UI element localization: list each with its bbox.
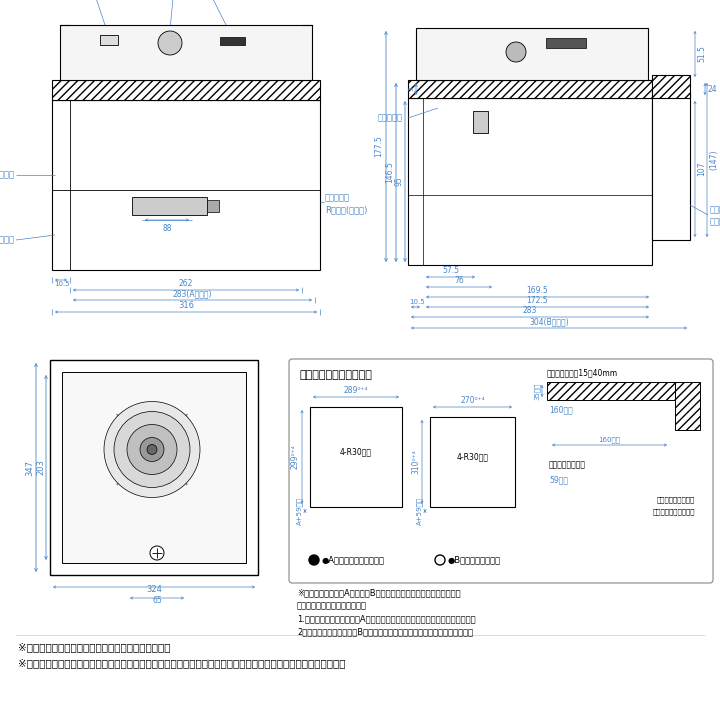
Text: 262: 262: [179, 279, 193, 288]
Text: 本体取付: 本体取付: [710, 205, 720, 215]
Bar: [430, 417, 515, 507]
Bar: [132, 197, 207, 215]
Circle shape: [114, 412, 190, 487]
Circle shape: [147, 444, 157, 454]
Text: 203: 203: [36, 459, 45, 475]
Text: アングル: アングル: [710, 217, 720, 227]
Text: 146.5: 146.5: [385, 161, 394, 184]
Text: R１／２(オネジ): R１／２(オネジ): [325, 205, 367, 215]
Text: 316: 316: [178, 301, 194, 310]
Text: A+59以上: A+59以上: [297, 497, 303, 525]
Text: ※取手にあたって、Aタイプ・Bタイプのどちらでも設置が可能です。: ※取手にあたって、Aタイプ・Bタイプのどちらでも設置が可能です。: [297, 588, 461, 597]
Text: (147): (147): [709, 150, 718, 170]
Text: 172.5: 172.5: [527, 296, 549, 305]
Text: 1.ワークトップ穴開け寸法Aタイプ　・・・・・・左右各１ケ使用（計２ケ）: 1.ワークトップ穴開け寸法Aタイプ ・・・・・・左右各１ケ使用（計２ケ）: [297, 614, 476, 623]
Text: 299⁰⁺⁴: 299⁰⁺⁴: [291, 445, 300, 469]
Text: 本体案内板: 本体案内板: [0, 171, 15, 179]
Bar: [50, 360, 258, 575]
Text: 160以上: 160以上: [598, 436, 621, 443]
Circle shape: [158, 31, 182, 55]
Bar: [207, 200, 219, 212]
Text: 電池交換必要寸法: 電池交換必要寸法: [549, 460, 586, 469]
Circle shape: [506, 42, 526, 62]
Bar: [675, 382, 700, 430]
Text: 304(Bタイプ): 304(Bタイプ): [529, 317, 569, 326]
Text: 347: 347: [25, 459, 34, 475]
Text: 177.5: 177.5: [374, 135, 383, 158]
Text: ●Bタイプ（穴寸法）: ●Bタイプ（穴寸法）: [448, 556, 501, 564]
Bar: [62, 372, 246, 563]
Bar: [408, 98, 652, 265]
Text: ※単体設置タイプにつきオーブン接続はできません。: ※単体設置タイプにつきオーブン接続はできません。: [18, 642, 171, 652]
Bar: [408, 80, 652, 98]
FancyBboxPatch shape: [289, 359, 713, 583]
Circle shape: [127, 425, 177, 474]
Bar: [473, 111, 488, 133]
Bar: [546, 38, 586, 48]
Text: ●Aタイプ（標準穴寸法）: ●Aタイプ（標準穴寸法）: [322, 556, 385, 564]
Circle shape: [435, 555, 445, 565]
Circle shape: [150, 546, 164, 560]
Circle shape: [140, 438, 164, 462]
Bar: [652, 75, 690, 98]
Text: 4-R30以下: 4-R30以下: [456, 452, 488, 462]
Text: 配置されていること。: 配置されていること。: [652, 509, 695, 516]
Text: 283(Aタイプ): 283(Aタイプ): [173, 289, 212, 298]
Text: 24: 24: [707, 84, 716, 94]
Bar: [547, 382, 675, 400]
Bar: [100, 35, 118, 45]
Text: カウンター厘み15～40mm: カウンター厘み15～40mm: [547, 368, 618, 377]
Text: 59以上: 59以上: [549, 475, 568, 484]
Text: 4-R30以下: 4-R30以下: [340, 448, 372, 456]
Bar: [652, 93, 690, 240]
Bar: [60, 25, 312, 80]
Text: 95: 95: [394, 176, 403, 186]
Circle shape: [309, 555, 319, 565]
Text: 324: 324: [146, 585, 162, 594]
Text: 57.5: 57.5: [442, 266, 459, 275]
Text: 283: 283: [523, 306, 537, 315]
Text: 本体案内板の取付位置について: 本体案内板の取付位置について: [297, 601, 367, 610]
Text: 電池交換出来る様に: 電池交換出来る様に: [657, 497, 695, 503]
Text: 270⁰⁺⁴: 270⁰⁺⁴: [460, 396, 485, 405]
Text: 10.5: 10.5: [54, 281, 70, 287]
Text: ワークトップ穴開け寸法: ワークトップ穴開け寸法: [300, 370, 373, 380]
Text: 289⁰⁺⁴: 289⁰⁺⁴: [343, 386, 369, 395]
Bar: [310, 407, 402, 507]
Bar: [416, 28, 648, 80]
Text: 電池ケース: 電池ケース: [0, 235, 15, 245]
Text: 10.5: 10.5: [409, 299, 425, 305]
Text: 88: 88: [162, 224, 172, 233]
Text: 本体案内板: 本体案内板: [378, 114, 403, 122]
Text: 310⁰⁺⁴: 310⁰⁺⁴: [411, 449, 420, 474]
Text: 65: 65: [152, 596, 162, 605]
Bar: [52, 100, 320, 270]
Text: 107: 107: [697, 162, 706, 176]
Text: 160以上: 160以上: [549, 405, 572, 414]
Text: 51.5: 51.5: [697, 45, 706, 63]
Text: A+59以上: A+59以上: [416, 497, 423, 525]
Text: 169.5: 169.5: [526, 286, 549, 295]
Text: 3: 3: [408, 86, 414, 91]
Bar: [52, 80, 320, 100]
Text: ※本機器は防火性能評定品であり、周囲に可燃物がある場合は防火性能評定品ラベル内容に従って設置してください: ※本機器は防火性能評定品であり、周囲に可燃物がある場合は防火性能評定品ラベル内容…: [18, 658, 346, 668]
Text: 2ワークトップ穴開け寸法Bタイプ　・・・・・・前後各１ケ使用（計２ケ）: 2ワークトップ穴開け寸法Bタイプ ・・・・・・前後各１ケ使用（計２ケ）: [297, 627, 473, 636]
Text: 35以上: 35以上: [534, 382, 540, 400]
Circle shape: [104, 402, 200, 498]
Bar: [220, 37, 245, 45]
Text: 76: 76: [454, 276, 464, 285]
Text: ガス接続口: ガス接続口: [325, 194, 350, 202]
